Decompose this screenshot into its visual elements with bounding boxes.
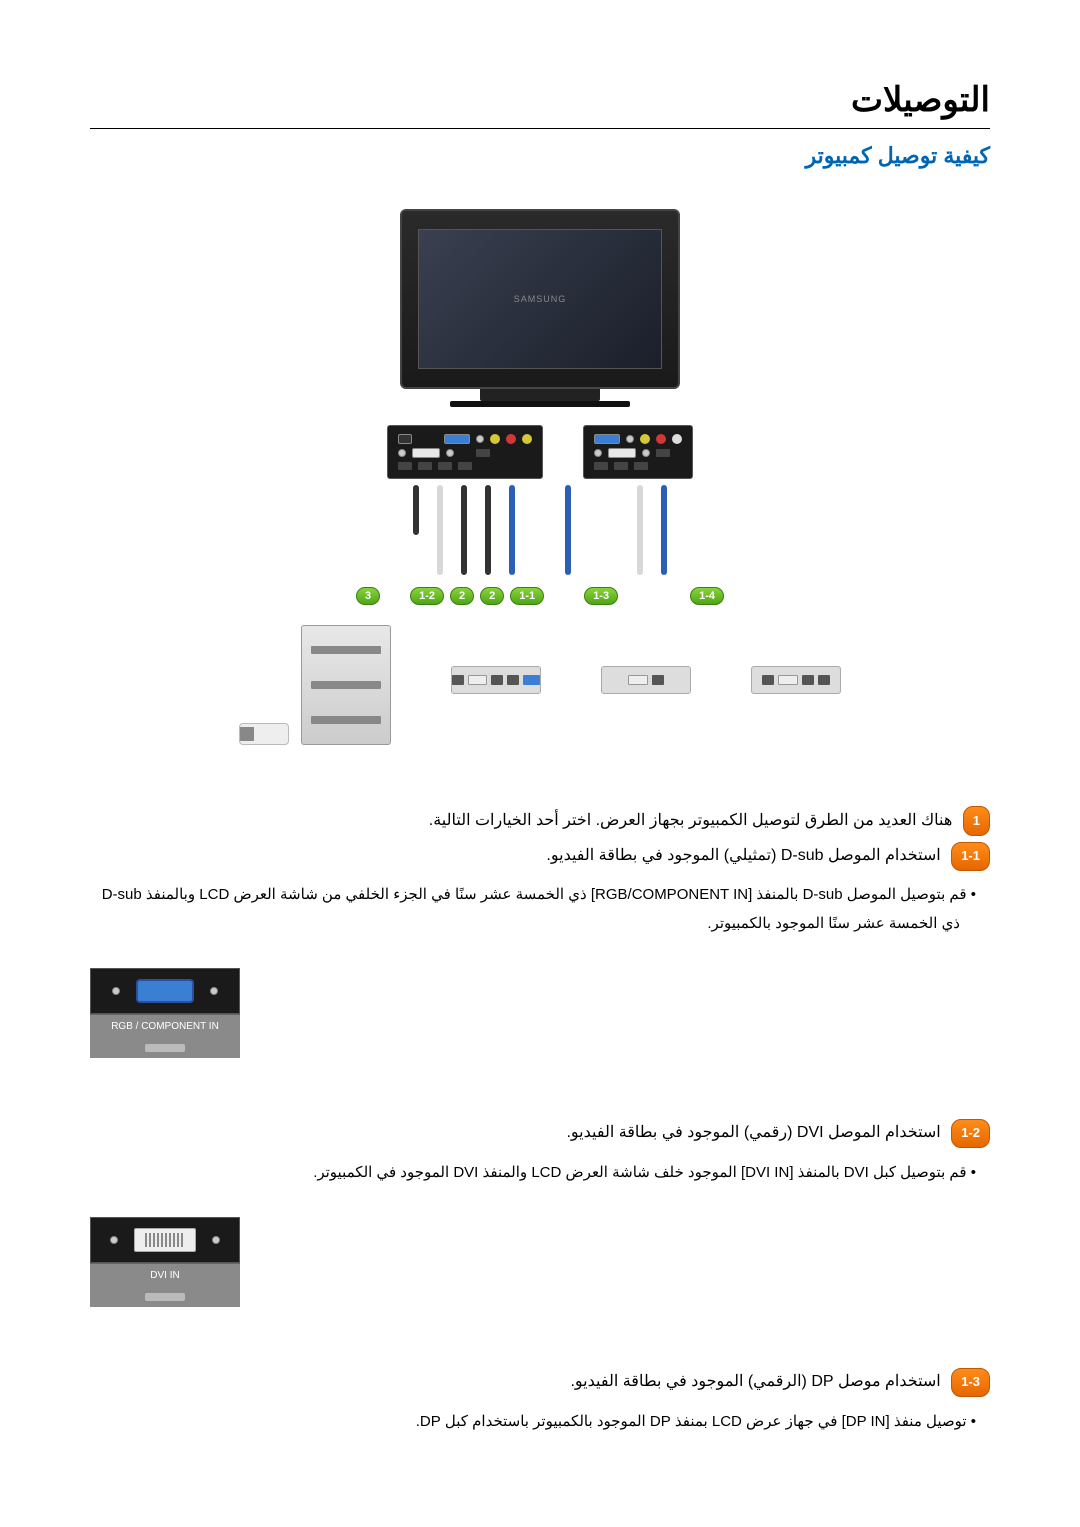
screw-icon (446, 449, 454, 457)
slot-icon (614, 462, 628, 470)
slot-icon (418, 462, 432, 470)
page-subtitle: كيفية توصيل كمبيوتر (90, 143, 990, 169)
cable-blue-icon (565, 485, 571, 575)
device-box-3 (751, 666, 841, 694)
badge-2b: 2 (480, 587, 504, 605)
badge-1-4: 1-4 (690, 587, 724, 605)
badge-1-1-icon: 1-1 (951, 842, 990, 871)
badge-1-3: 1-3 (584, 587, 618, 605)
figure-rgb-port: RGB / COMPONENT IN (90, 968, 240, 1058)
slot-icon (145, 1044, 185, 1052)
slot-icon (438, 462, 452, 470)
connection-diagram: SAMSUNG (90, 209, 990, 745)
badge-2a: 2 (450, 587, 474, 605)
screw-icon (476, 435, 484, 443)
cable-black-icon (485, 485, 491, 575)
cable-group-right (565, 485, 667, 575)
screw-icon (642, 449, 650, 457)
port-vga-icon (444, 434, 470, 444)
screw-icon (594, 449, 602, 457)
figure-dvi-port: DVI IN (90, 1217, 240, 1307)
section-1-3-text: استخدام موصل DP (الرقمي) الموجود في بطاق… (570, 1373, 940, 1390)
monitor-feet (450, 401, 630, 407)
badge-3: 3 (356, 587, 380, 605)
section-1-text: هناك العديد من الطرق لتوصيل الكمبيوتر بج… (429, 812, 953, 829)
pc-tower-icon (301, 625, 391, 745)
port-small-icon (656, 449, 670, 457)
rear-panel-left (387, 425, 543, 479)
slot-icon (634, 462, 648, 470)
port-rca-y-icon (640, 434, 650, 444)
section-1-3: 1-3 استخدام موصل DP (الرقمي) الموجود في … (90, 1367, 990, 1436)
screw-icon (112, 987, 120, 995)
screw-icon (398, 449, 406, 457)
port-rca-r-icon (506, 434, 516, 444)
badge-row-right: 1-3 1-4 (584, 587, 724, 605)
device-box-1 (451, 666, 541, 694)
badge-row-left: 3 1-2 2 2 1-1 (356, 587, 544, 605)
cable-white-icon (637, 485, 643, 575)
port-rca-g-icon (522, 434, 532, 444)
rear-panels (387, 425, 693, 479)
section-1-2-bullet: قم بتوصيل كبل DVI بالمنفذ [DVI IN] الموج… (90, 1159, 990, 1188)
slot-icon (458, 462, 472, 470)
port-dvi-icon (412, 448, 440, 458)
dvi-port-icon (134, 1228, 196, 1252)
monitor-logo: SAMSUNG (514, 294, 567, 304)
usb-drive-icon (239, 723, 289, 745)
screw-icon (110, 1236, 118, 1244)
port-rca-y-icon (490, 434, 500, 444)
badge-1-2: 1-2 (410, 587, 444, 605)
cable-blue-icon (661, 485, 667, 575)
section-1-line: 1 هناك العديد من الطرق لتوصيل الكمبيوتر … (90, 805, 990, 837)
slot-icon (594, 462, 608, 470)
slot-icon (398, 462, 412, 470)
device-row (239, 615, 841, 745)
section-1-2-line: 1-2 استخدام الموصل DVI (رقمي) الموجود في… (90, 1118, 990, 1148)
vga-port-icon (136, 979, 194, 1003)
screw-icon (212, 1236, 220, 1244)
section-1-2: 1-2 استخدام الموصل DVI (رقمي) الموجود في… (90, 1118, 990, 1187)
port-rca-r-icon (656, 434, 666, 444)
slot-icon (145, 1293, 185, 1301)
monitor-screen: SAMSUNG (418, 229, 662, 369)
badge-1-2-icon: 1-2 (951, 1119, 990, 1148)
port-small-icon (476, 449, 490, 457)
cable-black-icon (461, 485, 467, 575)
section-1-1-line: 1-1 استخدام الموصل D-sub (تمثيلي) الموجو… (90, 841, 990, 871)
section-1-1-text: استخدام الموصل D-sub (تمثيلي) الموجود في… (546, 847, 940, 864)
cable-group-left (413, 485, 515, 575)
section-1-3-bullet: توصيل منفذ [DP IN] في جهاز عرض LCD بمنفذ… (90, 1408, 990, 1437)
section-1: 1 هناك العديد من الطرق لتوصيل الكمبيوتر … (90, 805, 990, 938)
badge-1-3-icon: 1-3 (951, 1368, 990, 1397)
figure-rgb-label: RGB / COMPONENT IN (90, 1014, 240, 1038)
rear-panel-right (583, 425, 693, 479)
section-1-1-bullet: قم بتوصيل الموصل D-sub بالمنفذ [RGB/COMP… (90, 881, 990, 938)
screw-icon (210, 987, 218, 995)
monitor-front: SAMSUNG (400, 209, 680, 389)
section-1-3-line: 1-3 استخدام موصل DP (الرقمي) الموجود في … (90, 1367, 990, 1397)
cable-blue-icon (509, 485, 515, 575)
port-dvi-icon (608, 448, 636, 458)
section-1-2-text: استخدام الموصل DVI (رقمي) الموجود في بطا… (566, 1124, 940, 1141)
device-box-2 (601, 666, 691, 694)
monitor-stand (480, 387, 600, 401)
page-title: التوصيلات (90, 80, 990, 129)
port-vga-icon (594, 434, 620, 444)
port-rca-w-icon (672, 434, 682, 444)
badge-1-icon: 1 (963, 806, 990, 836)
cables-row (413, 485, 667, 575)
screw-icon (626, 435, 634, 443)
figure-dvi-label: DVI IN (90, 1263, 240, 1287)
port-generic-icon (398, 434, 412, 444)
badge-1-1: 1-1 (510, 587, 544, 605)
cable-black-icon (413, 485, 419, 535)
cable-white-icon (437, 485, 443, 575)
